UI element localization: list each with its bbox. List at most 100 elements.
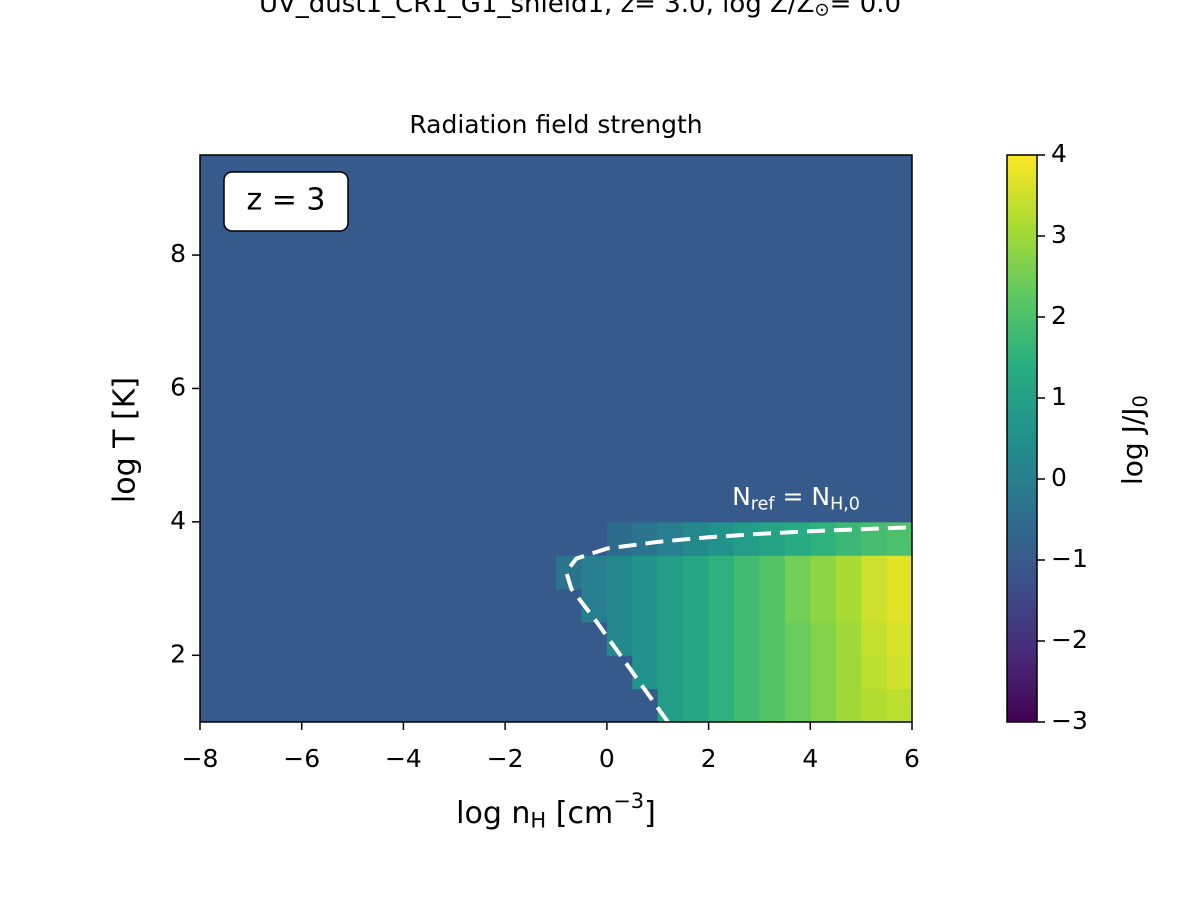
heatmap-cell	[784, 621, 811, 656]
heatmap-cell	[200, 621, 557, 656]
heatmap-cell	[606, 655, 633, 690]
heatmap-cell	[886, 688, 913, 723]
heatmap-cell	[581, 555, 608, 590]
heatmap-cell	[683, 155, 710, 523]
x-axis-label-part: H	[530, 809, 546, 833]
x-axis-label-part: ]	[644, 796, 656, 831]
heatmap-cell	[734, 521, 760, 556]
heatmap-cell	[606, 588, 633, 623]
heatmap-cell	[657, 155, 684, 523]
heatmap-cell	[886, 588, 913, 623]
x-axis-label-part: log n	[456, 796, 530, 831]
heatmap-cell	[606, 155, 633, 523]
subtitle: Radiation field strength	[409, 110, 702, 139]
x-tick-label: 6	[904, 744, 920, 773]
heatmap-cell	[861, 155, 888, 523]
heatmap-cell	[581, 655, 608, 690]
heatmap-cell	[556, 621, 582, 656]
heatmap-cell	[606, 688, 633, 723]
colorbar	[1006, 154, 1038, 723]
heatmap-cell	[810, 588, 837, 623]
heatmap-cell	[835, 621, 862, 656]
heatmap-cell	[606, 555, 633, 590]
heatmap-cell	[784, 155, 811, 523]
x-tick-label: −6	[283, 744, 320, 773]
heatmap-cell	[886, 655, 913, 690]
heatmap-cell	[683, 555, 710, 590]
heatmap-cell	[683, 621, 710, 656]
heatmap-cell	[835, 688, 862, 723]
x-tick-label: −8	[182, 744, 219, 773]
contour-line	[563, 525, 913, 724]
heatmap-cell	[708, 621, 735, 656]
heatmap-cell	[632, 155, 659, 523]
heatmap-cell	[683, 655, 710, 690]
heatmap-cell	[556, 655, 582, 690]
heatmap-cell	[835, 521, 862, 556]
heatmap-cell	[835, 655, 862, 690]
contour-label-part: N	[732, 482, 751, 511]
heatmap-cell	[759, 155, 786, 523]
heatmap-cell	[835, 555, 862, 590]
x-tick-label: −4	[385, 744, 422, 773]
colorbar-tick-label: 1	[1051, 382, 1067, 411]
y-tick-label: 6	[170, 372, 186, 401]
annotation-box	[223, 171, 349, 232]
heatmap-cell	[734, 555, 760, 590]
heatmap-cell	[810, 555, 837, 590]
y-tick-label: 4	[170, 506, 186, 535]
heatmap-cell	[810, 521, 837, 556]
colorbar-tick-label: 3	[1051, 220, 1067, 249]
colorbar-tick-label: 0	[1051, 463, 1067, 492]
chart-title: UV_dust1_CR1_G1_shield1, z= 3.0, log Z/Z…	[259, 0, 901, 21]
y-tick-label: 2	[170, 639, 186, 668]
heatmap-cell	[759, 588, 786, 623]
heatmap-cell	[581, 621, 608, 656]
annotation: z = 3	[246, 183, 325, 218]
heatmap-cell	[657, 621, 684, 656]
heatmap-cell	[861, 655, 888, 690]
heatmap-cell	[708, 655, 735, 690]
heatmap-cell	[556, 588, 582, 623]
heatmap-cell	[734, 621, 760, 656]
heatmap-cell	[835, 155, 862, 523]
heatmap-cell	[581, 155, 608, 523]
chart-title-part: UV_dust1_CR1_G1_shield1, z= 3.0, log Z/Z	[259, 0, 814, 19]
heatmap-cell	[810, 655, 837, 690]
chart-title-part: = 0.0	[830, 0, 901, 19]
x-tick-label: 2	[701, 744, 717, 773]
heatmap-cell	[784, 521, 811, 556]
heatmap-cell	[708, 688, 735, 723]
heatmap-cell	[759, 621, 786, 656]
heatmap-cell	[632, 521, 659, 556]
heatmap-cell	[657, 555, 684, 590]
heatmap-cell	[784, 655, 811, 690]
heatmap-cell	[683, 588, 710, 623]
heatmap-cell	[708, 555, 735, 590]
heatmap-cell	[734, 688, 760, 723]
heatmap-cell	[683, 688, 710, 723]
contour-label-part: = N	[775, 482, 831, 511]
plot-frame	[199, 154, 913, 723]
heatmap-cell	[606, 521, 633, 556]
colorbar-tick-label: 4	[1051, 139, 1067, 168]
heatmap-cell	[657, 655, 684, 690]
y-axis-label: log T [K]	[108, 377, 143, 503]
heatmap-cell	[810, 621, 837, 656]
heatmap-cell	[784, 588, 811, 623]
x-tick-label: −2	[487, 744, 524, 773]
heatmap-cell	[200, 588, 557, 623]
heatmap-cell	[759, 655, 786, 690]
heatmap-cell	[734, 588, 760, 623]
heatmap-cell	[810, 155, 837, 523]
heatmap-cell	[632, 655, 659, 690]
colorbar-tick-label: −1	[1051, 544, 1088, 573]
colorbar-tick-label: −2	[1051, 625, 1088, 654]
heatmap-cell	[861, 621, 888, 656]
heatmap-cell	[886, 555, 913, 590]
x-axis-label-part: −3	[613, 789, 644, 813]
heatmap-cell	[200, 555, 557, 590]
heatmap-cell	[861, 688, 888, 723]
chart-title-part: ⊙	[814, 0, 829, 21]
colorbar-label: log J/J0	[1116, 395, 1152, 485]
